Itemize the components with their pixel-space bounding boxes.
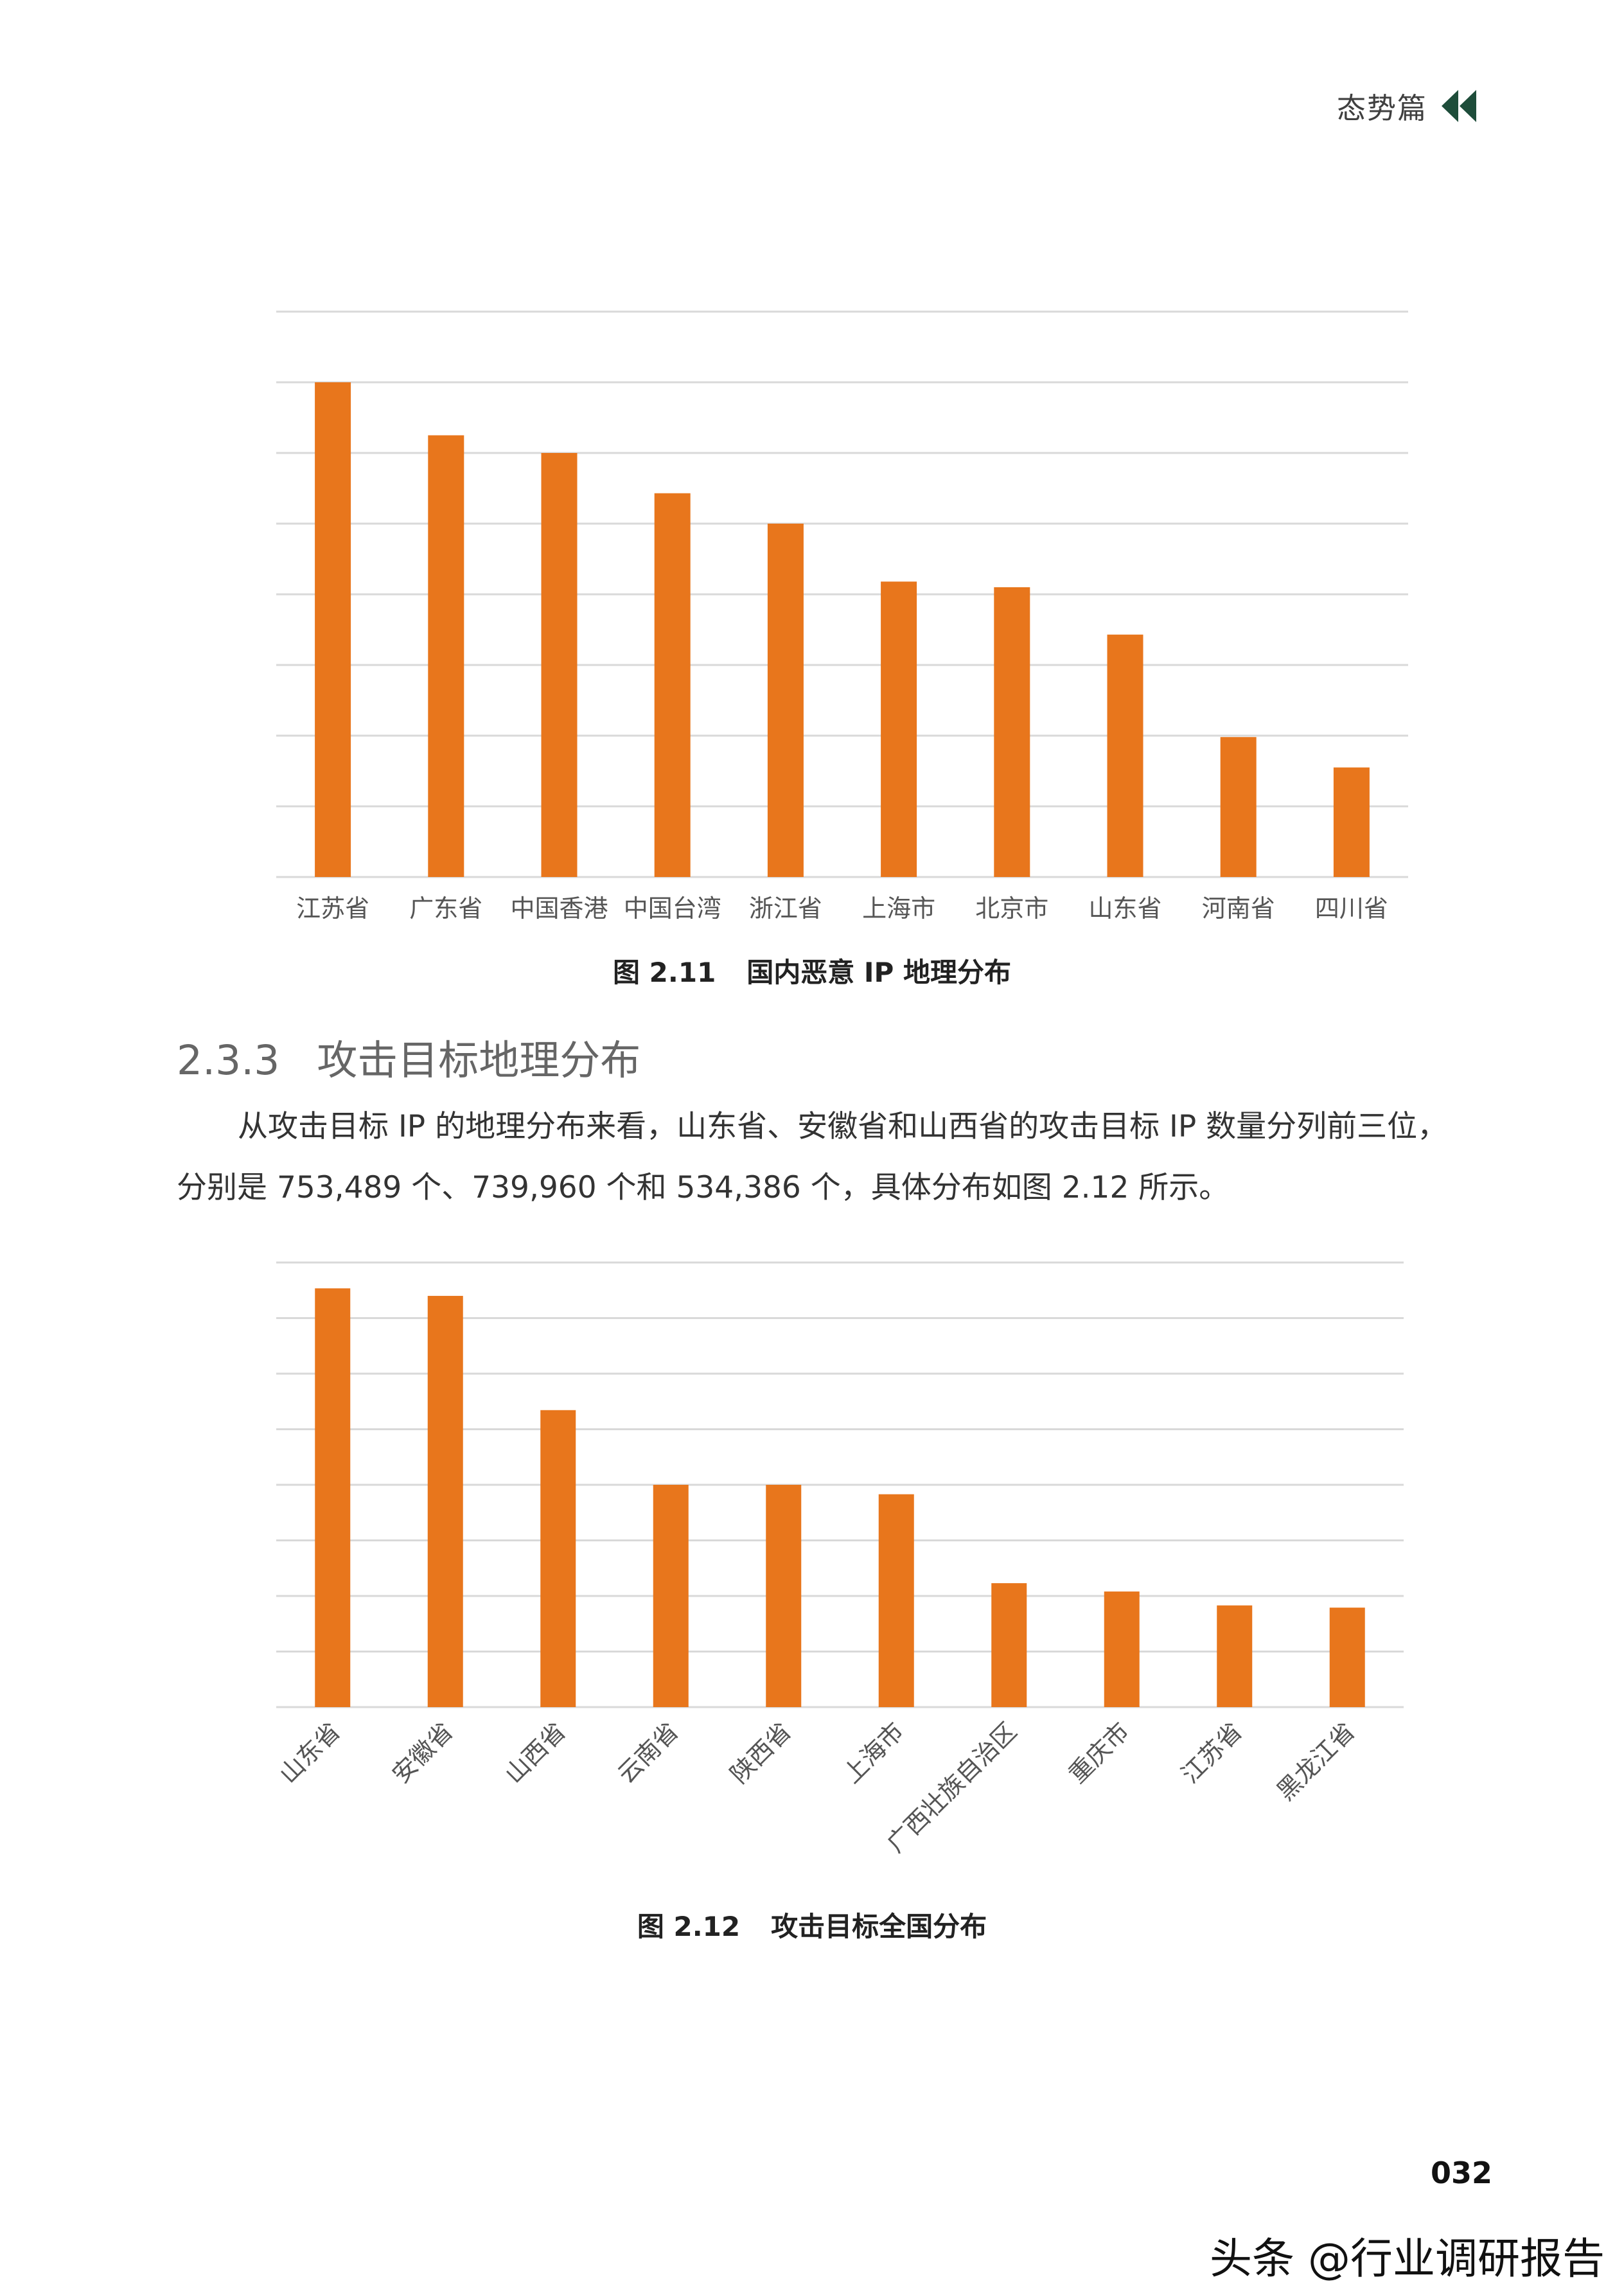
x-tick-label: 中国台湾: [624, 894, 721, 923]
x-tick-label: 上海市: [838, 1717, 910, 1789]
section-title: 攻击目标地理分布: [317, 1037, 641, 1084]
caption-text: 国内恶意 IP 地理分布: [746, 957, 1011, 988]
x-tick-label: 陕西省: [725, 1717, 797, 1789]
figure-2-11-caption: 图 2.11 国内恶意 IP 地理分布: [0, 951, 1624, 990]
body-paragraph: 从攻击目标 IP 的地理分布来看，山东省、安徽省和山西省的攻击目标 IP 数量分…: [177, 1096, 1519, 1218]
x-tick-label: 黑龙江省: [1271, 1717, 1361, 1806]
double-left-triangle-icon: [1442, 89, 1476, 122]
bar: [540, 1410, 576, 1707]
x-tick-label: 浙江省: [749, 894, 822, 923]
bar: [541, 453, 578, 877]
bar: [653, 1485, 689, 1707]
page-number: 032: [1430, 2156, 1492, 2190]
x-tick-label: 中国香港: [510, 894, 608, 923]
caption-number: 图 2.12: [637, 1911, 741, 1942]
x-tick-label: 山东省: [274, 1717, 346, 1789]
x-tick-label: 江苏省: [1176, 1717, 1248, 1789]
bar: [315, 1288, 351, 1707]
chart-malicious-ip-distribution: 江苏省 广东省 中国香港 中国台湾 浙江省 上海市 北京市 山东省 河南省 四川省: [276, 310, 1408, 923]
x-tick-label: 四川省: [1315, 894, 1388, 923]
bar: [1217, 1605, 1253, 1707]
bar: [878, 1494, 914, 1707]
bar: [881, 581, 917, 877]
chapter-label: 态势篇: [1336, 91, 1427, 125]
x-tick-label: 山东省: [1088, 894, 1161, 923]
x-tick-label: 江苏省: [296, 894, 369, 923]
bar: [315, 382, 351, 877]
bar: [427, 1295, 463, 1707]
bar: [766, 1485, 802, 1707]
figure-2-12-caption: 图 2.12 攻击目标全国分布: [0, 1905, 1624, 1944]
bar: [991, 1583, 1027, 1707]
x-tick-label: 安徽省: [387, 1717, 459, 1789]
chapter-header: 态势篇: [1337, 85, 1479, 127]
x-tick-label: 上海市: [862, 894, 935, 923]
bar: [1220, 737, 1257, 877]
caption-text: 攻击目标全国分布: [771, 1911, 987, 1942]
x-tick-label: 广东省: [409, 894, 482, 923]
bar: [1107, 634, 1143, 877]
x-tick-label: 河南省: [1202, 894, 1275, 923]
bar: [654, 493, 691, 877]
bar: [1104, 1591, 1140, 1707]
x-tick-label: 山西省: [499, 1717, 571, 1789]
x-tick-label: 重庆市: [1063, 1717, 1135, 1789]
bar: [1329, 1608, 1365, 1707]
bar: [428, 435, 464, 877]
section-number: 2.3.3: [177, 1037, 280, 1084]
bar: [1333, 767, 1370, 877]
caption-number: 图 2.11: [613, 957, 716, 988]
section-heading: 2.3.3 攻击目标地理分布: [177, 1028, 640, 1086]
watermark-text: 头条 @行业调研报告: [1210, 2234, 1605, 2283]
x-tick-label: 北京市: [975, 894, 1048, 923]
x-tick-label: 云南省: [612, 1717, 684, 1789]
bar: [994, 587, 1030, 877]
bar: [767, 524, 804, 877]
paragraph-line-2: 分别是 753,489 个、739,960 个和 534,386 个，具体分布如…: [177, 1170, 1230, 1205]
paragraph-line-1: 从攻击目标 IP 的地理分布来看，山东省、安徽省和山西省的攻击目标 IP 数量分…: [238, 1109, 1448, 1144]
